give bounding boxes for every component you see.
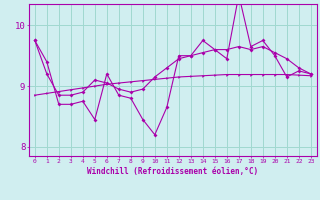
X-axis label: Windchill (Refroidissement éolien,°C): Windchill (Refroidissement éolien,°C) xyxy=(87,167,258,176)
